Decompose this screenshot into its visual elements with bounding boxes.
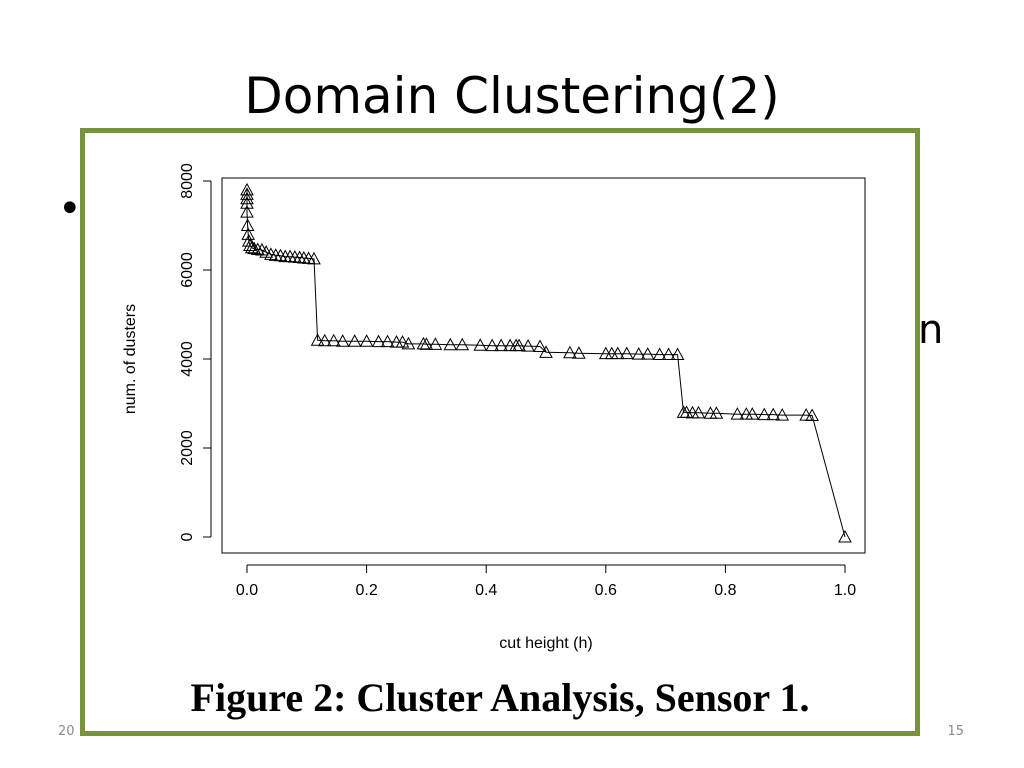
slide-title: Domain Clustering(2)	[244, 67, 780, 125]
footer-date: 20	[58, 724, 75, 739]
y-tick-label: 6000	[179, 252, 196, 288]
chart: 0.0 0.2 0.4 0.6 0.8 1.0 cut height (h) 0 2000 400…	[122, 163, 866, 652]
x-tick-label: 0.4	[475, 582, 497, 599]
data-point-marker	[455, 337, 470, 351]
x-tick-label: 0.2	[355, 582, 377, 599]
data-point-marker	[799, 408, 813, 421]
bullet-point: •	[58, 186, 82, 232]
data-point-marker	[745, 407, 760, 420]
data-point-marker	[805, 408, 819, 422]
data-point-marker	[335, 334, 350, 347]
data-point-marker	[273, 248, 288, 262]
data-point-marker	[512, 338, 526, 352]
x-axis-label: cut height (h)	[499, 635, 592, 652]
data-point-marker	[766, 407, 781, 421]
data-point-marker	[241, 234, 256, 247]
data-point-marker	[709, 406, 724, 419]
data-point-marker	[240, 196, 254, 209]
data-point-marker	[326, 333, 341, 347]
data-point-marker	[485, 338, 500, 352]
data-point-marker	[264, 247, 278, 260]
data-point-marker	[244, 240, 259, 254]
data-point-marker	[631, 347, 646, 360]
data-point-marker	[730, 407, 745, 420]
data-point-marker	[419, 337, 434, 350]
y-tick-label: 4000	[179, 341, 196, 377]
data-point-marker	[240, 205, 254, 218]
data-point-marker	[310, 333, 325, 346]
y-tick-label: 2000	[179, 430, 196, 466]
data-point-marker	[380, 334, 395, 348]
data-point-marker	[255, 242, 269, 256]
data-point-marker	[473, 338, 488, 351]
plot-frame	[221, 177, 866, 554]
data-point-marker	[661, 347, 676, 361]
data-point-marker	[401, 336, 416, 350]
data-point-marker	[307, 251, 321, 265]
data-point-marker	[539, 345, 553, 358]
data-point-marker	[533, 339, 547, 353]
data-point-marker	[241, 227, 256, 240]
data-point-marker	[347, 334, 362, 347]
data-point-marker	[395, 335, 410, 348]
data-point-marker	[428, 337, 443, 350]
y-tick-label: 8000	[179, 163, 196, 199]
data-point-marker	[640, 347, 655, 360]
data-point-marker	[775, 408, 790, 421]
data-point-marker	[670, 347, 685, 361]
data-point-marker	[757, 407, 772, 421]
data-point-marker	[240, 191, 254, 205]
data-point-marker	[359, 334, 374, 347]
data-point-marker	[494, 338, 508, 352]
data-point-marker	[691, 405, 706, 419]
partially-hidden-text: n	[918, 307, 944, 353]
data-point-marker	[610, 346, 625, 360]
data-point-marker	[521, 339, 535, 352]
x-tick-label: 0.6	[595, 582, 617, 599]
data-point-marker	[317, 333, 332, 347]
figure-caption: Figure 2: Cluster Analysis, Sensor 1.	[190, 675, 810, 720]
data-point-marker	[604, 346, 619, 360]
data-point-marker	[563, 345, 577, 359]
data-point-marker	[371, 334, 386, 348]
series-line	[246, 189, 846, 538]
x-tick-label: 0.8	[714, 582, 736, 599]
data-point-marker	[572, 346, 586, 359]
data-point-marker	[619, 346, 634, 360]
slide-number: 15	[947, 724, 964, 739]
data-point-marker	[240, 182, 254, 196]
data-point-marker	[652, 347, 667, 361]
data-point-marker	[247, 241, 262, 255]
data-point-marker	[838, 529, 852, 543]
figure-panel: 0.0 0.2 0.4 0.6 0.8 1.0 cut height (h) 0 2000 400…	[80, 128, 920, 736]
data-point-marker	[240, 187, 254, 200]
y-axis-label: num. of dusters	[122, 304, 139, 414]
x-tick-label: 0.0	[236, 582, 258, 599]
y-tick-label: 0	[179, 532, 196, 541]
data-point-marker	[443, 337, 458, 351]
x-tick-label: 1.0	[834, 582, 856, 599]
